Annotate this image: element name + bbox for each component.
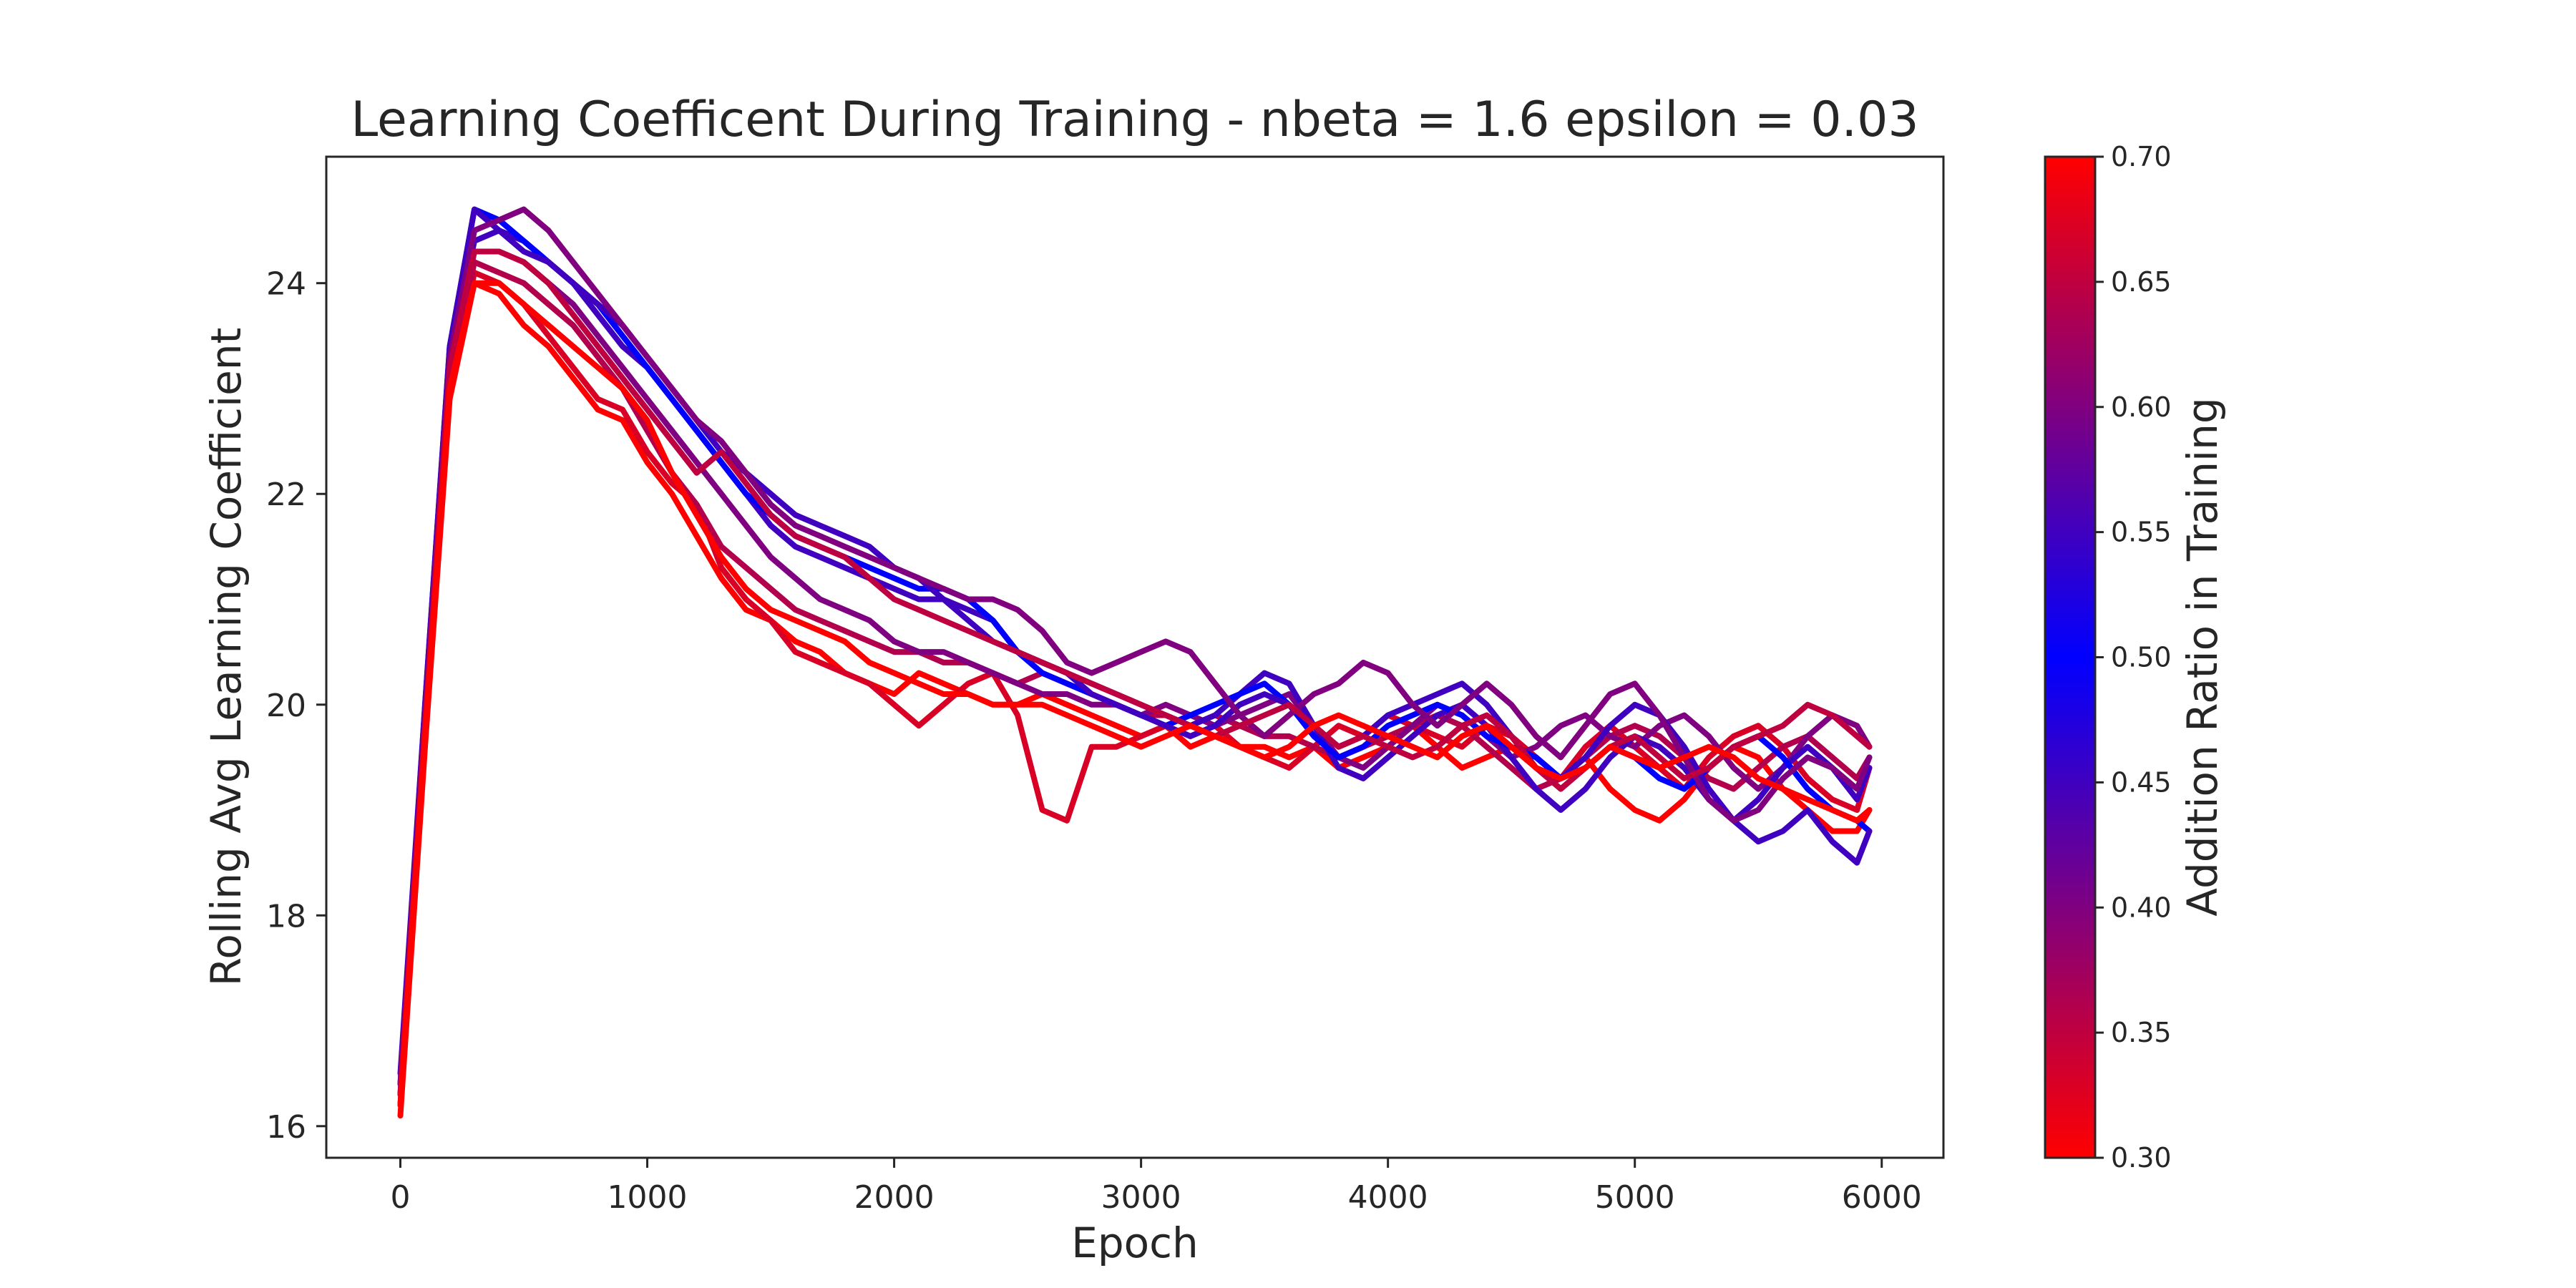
colorbar-tick-label: 0.30 (2111, 1142, 2172, 1174)
colorbar-tick-label: 0.45 (2111, 766, 2172, 798)
y-tick-label: 22 (266, 477, 306, 513)
series-layer (397, 206, 1873, 1119)
y-axis-label: Rolling Avg Learning Coefficient (202, 328, 250, 987)
x-tick-label: 0 (391, 1179, 411, 1216)
x-tick-label: 1000 (608, 1179, 688, 1216)
x-axis: 0 1000 2000 3000 4000 5000 6000 (391, 1158, 1922, 1216)
colorbar-tick-label: 0.50 (2111, 642, 2172, 673)
chart-title: Learning Coefficent During Training - nb… (351, 92, 1918, 148)
colorbar-tick-label: 0.35 (2111, 1017, 2172, 1048)
colorbar-tick-label: 0.60 (2111, 391, 2172, 423)
x-tick-label: 5000 (1595, 1179, 1675, 1216)
plot-frame (325, 155, 1945, 1159)
colorbar-tick-label: 0.40 (2111, 892, 2172, 923)
colorbar-tick-label: 0.70 (2111, 141, 2172, 172)
colorbar-label: Addition Ratio in Training (2178, 397, 2227, 916)
colorbar-tick-label: 0.55 (2111, 517, 2172, 548)
y-tick-label: 18 (266, 898, 306, 935)
colorbar-tick-label: 0.65 (2111, 266, 2172, 298)
x-tick-label: 2000 (854, 1179, 935, 1216)
series-line-1 (397, 270, 1873, 1108)
y-tick-label: 20 (266, 688, 306, 724)
x-tick-label: 6000 (1842, 1179, 1922, 1216)
series-line-8 (397, 248, 1873, 1098)
y-tick-label: 16 (266, 1109, 306, 1146)
y-tick-label: 24 (266, 266, 306, 303)
y-axis: 16 18 20 22 24 (266, 266, 326, 1146)
x-tick-label: 3000 (1101, 1179, 1181, 1216)
series-line-9 (397, 280, 1873, 1108)
colorbar (2044, 155, 2097, 1159)
colorbar-ticks: 0.30 0.35 0.40 0.45 0.50 0.55 0.60 0.65 0.70 (2095, 141, 2172, 1174)
x-axis-label: Epoch (1071, 1219, 1199, 1267)
series-line-6 (397, 206, 1873, 1077)
x-tick-label: 4000 (1348, 1179, 1428, 1216)
series-line-4 (397, 228, 1873, 1098)
series-line-7 (397, 206, 1873, 1087)
